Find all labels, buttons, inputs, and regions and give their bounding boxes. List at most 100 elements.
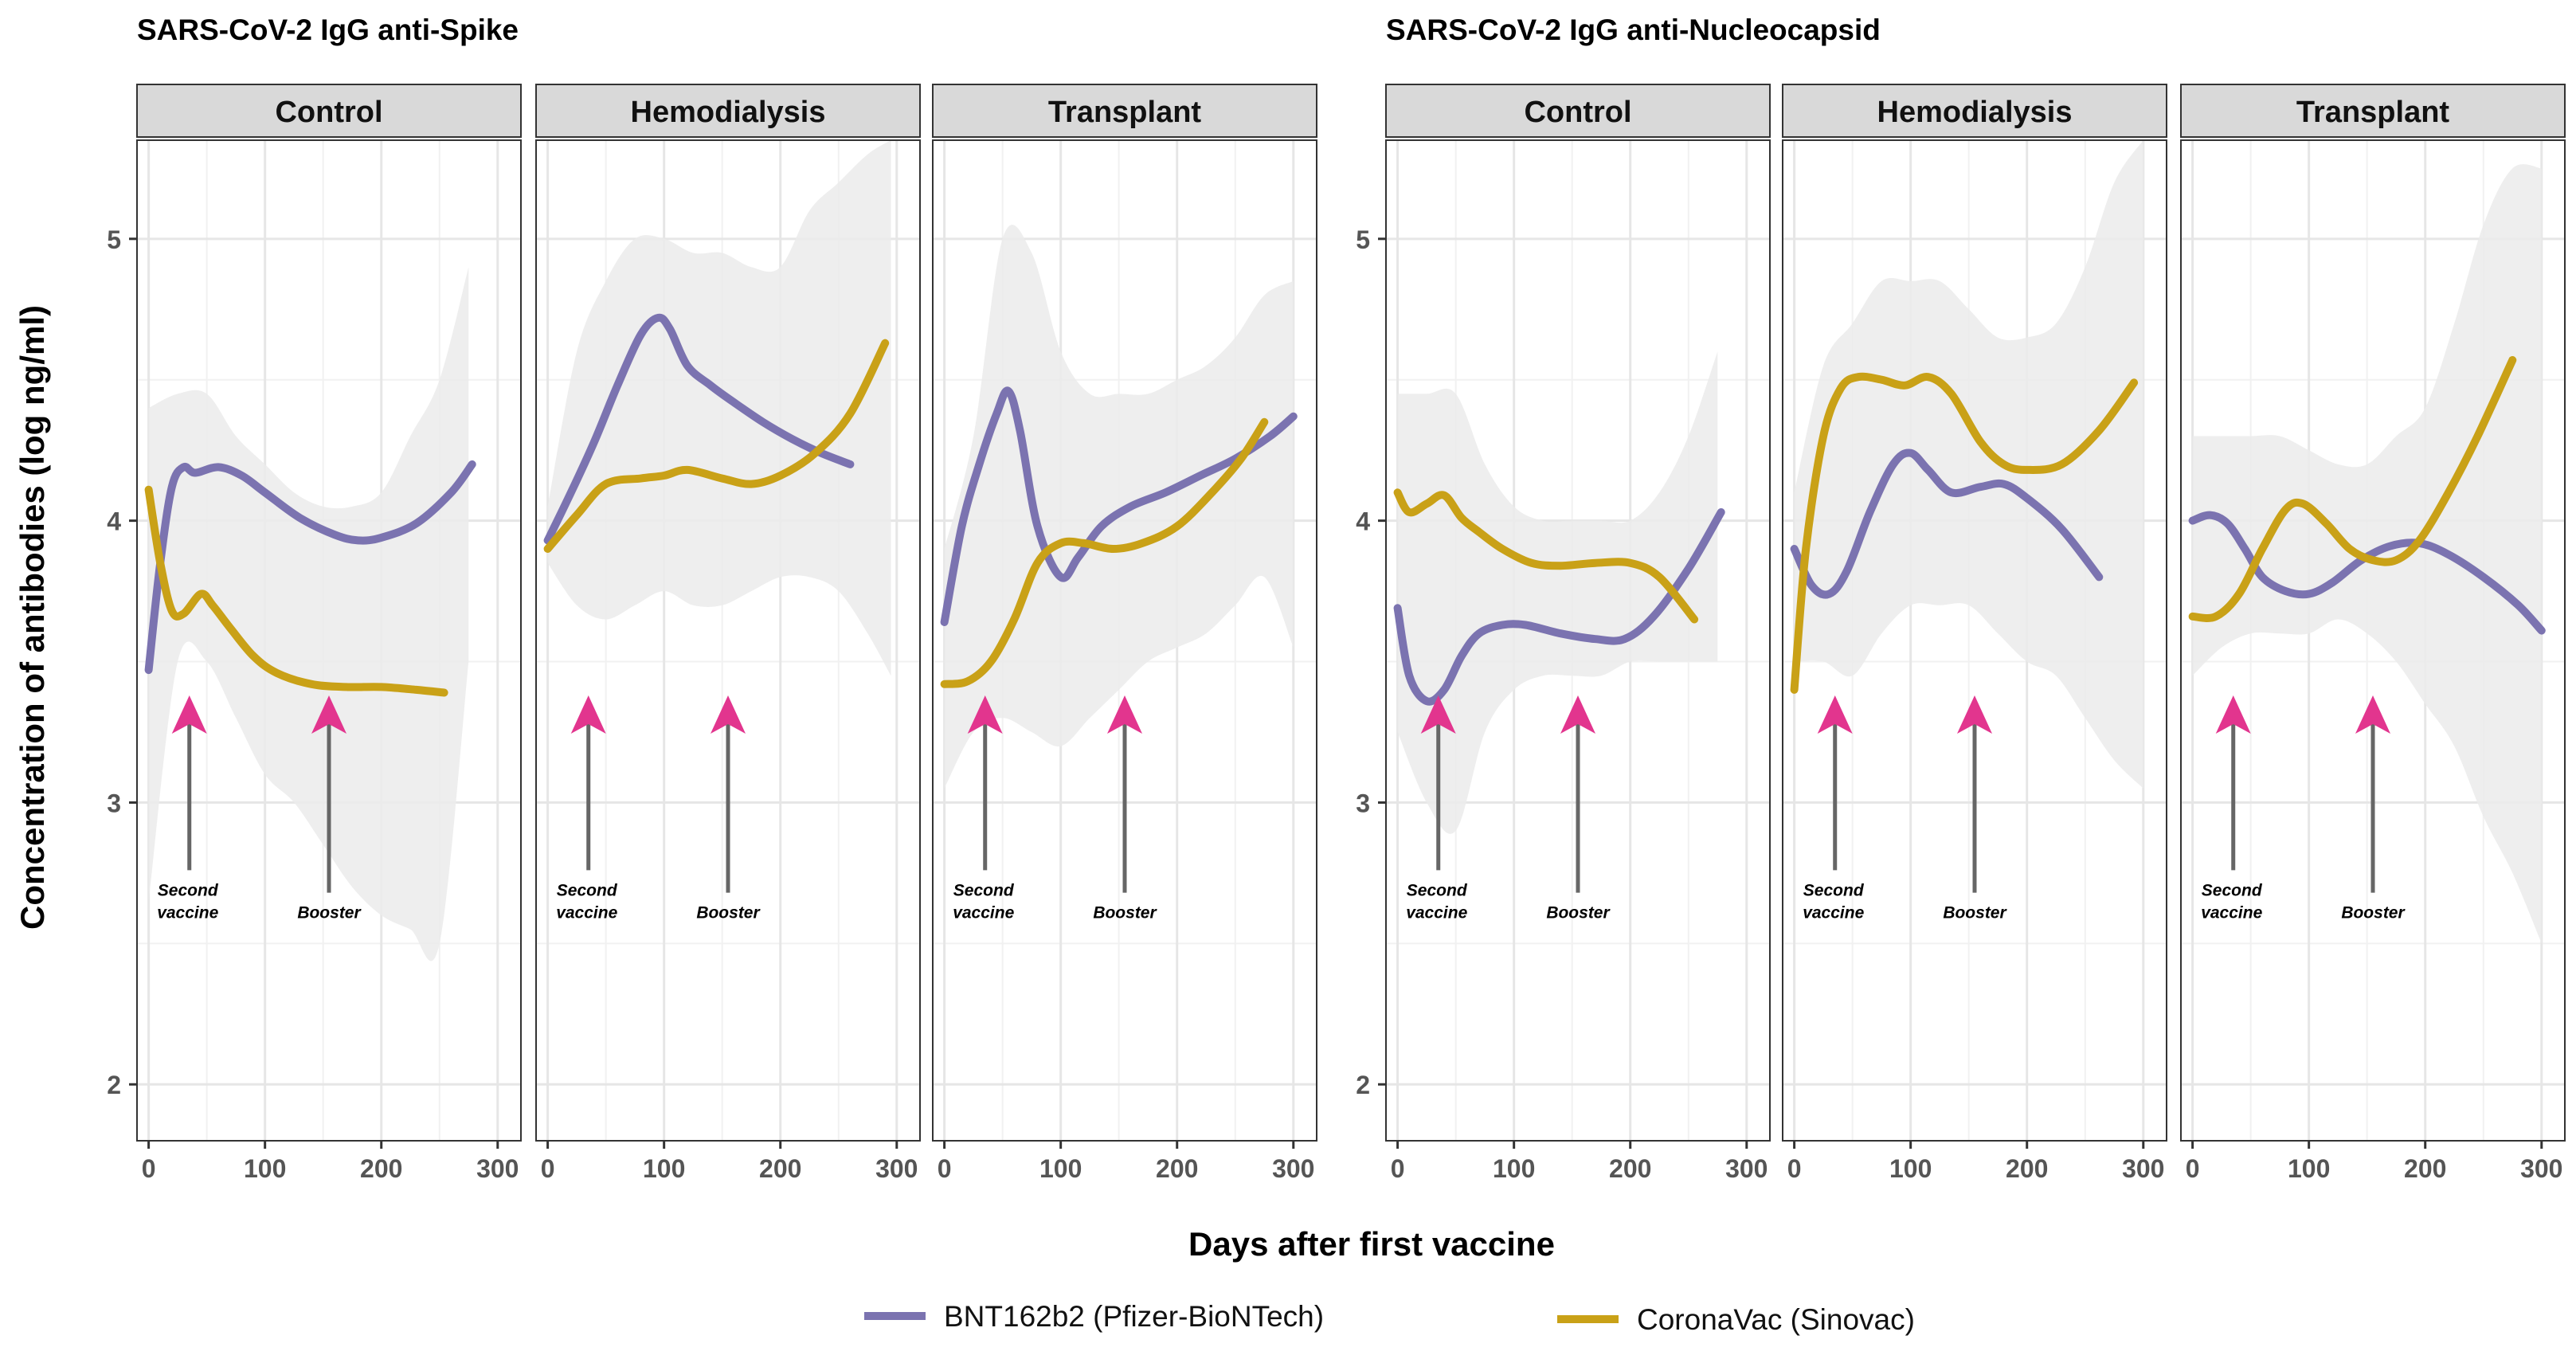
x-tick-label-200-chart0-panel2: 200 xyxy=(1156,1154,1198,1183)
annotation-0-line2-chart0-panel2: vaccine xyxy=(953,903,1014,922)
x-tick-label-100-chart1-panel1: 100 xyxy=(1889,1154,1932,1183)
annotation-1-line1-chart0-panel1: Booster xyxy=(696,904,761,922)
x-tick-label-100-chart0-panel2: 100 xyxy=(1039,1154,1082,1183)
y-tick-label-2-chart0-panel0: 2 xyxy=(107,1071,121,1099)
strip-chart0-panel1 xyxy=(535,84,921,138)
panel-chart1-panel0: Control Second vaccine Booster 0 100 200 300 2 3 4… xyxy=(1356,84,1771,1183)
nucleocapsid-title: SARS-CoV-2 IgG anti-Nucleocapsid xyxy=(1386,14,1881,46)
x-tick-label-200-chart1-panel2: 200 xyxy=(2404,1154,2446,1183)
panel-border-chart0-panel2 xyxy=(932,139,1317,1142)
x-tick-label-300-chart1-panel0: 300 xyxy=(1725,1154,1768,1183)
panel-border-chart0-panel1 xyxy=(535,139,921,1142)
arrow-head-1-chart0-panel2 xyxy=(1107,695,1142,734)
x-tick-label-300-chart0-panel0: 300 xyxy=(476,1154,519,1183)
y-tick-label-4-chart1-panel0: 4 xyxy=(1356,507,1370,536)
x-tick-label-0-chart1-panel1: 0 xyxy=(1787,1154,1802,1183)
series-line-coronavac-chart1-panel2 xyxy=(2188,356,2517,622)
x-tick-label-100-chart1-panel0: 100 xyxy=(1493,1154,1535,1183)
series-line-coronavac-chart1-panel1 xyxy=(1790,372,2139,694)
x-tick-label-0-chart0-panel1: 0 xyxy=(541,1154,555,1183)
arrow-head-1-chart0-panel1 xyxy=(711,695,746,734)
panel-chart0-panel2: Transplant Second vaccine Booster 0 100 200 300 xyxy=(932,84,1317,1183)
strip-chart0-panel0 xyxy=(136,84,522,138)
strip-label-chart0-panel0: Control xyxy=(275,96,382,129)
y-axis-title: Concentration of antibodies (log ng/ml) xyxy=(14,305,51,930)
arrow-head-0-chart0-panel1 xyxy=(570,695,606,734)
annotation-0-line1-chart0-panel0: Second xyxy=(158,881,219,899)
series-line-bnt162b2-chart1-panel0 xyxy=(1393,508,1725,706)
annotation-1-line1-chart1-panel1: Booster xyxy=(1943,904,2007,922)
x-tick-label-300-chart0-panel1: 300 xyxy=(875,1154,918,1183)
arrow-head-0-chart1-panel0 xyxy=(1420,695,1456,734)
strip-label-chart1-panel1: Hemodialysis xyxy=(1877,96,2073,129)
series-line-bnt162b2-chart1-panel2 xyxy=(2188,511,2546,635)
confidence-band-chart0-panel2 xyxy=(944,225,1294,789)
confidence-band-chart1-panel0 xyxy=(1397,351,1718,834)
arrow-head-0-chart0-panel2 xyxy=(967,695,1003,734)
x-tick-label-0-chart0-panel0: 0 xyxy=(142,1154,156,1183)
annotation-1-line1-chart1-panel0: Booster xyxy=(1546,904,1611,922)
strip-chart0-panel2 xyxy=(932,84,1317,138)
series-line-bnt162b2-chart1-panel1 xyxy=(1790,448,2104,599)
annotation-0-line2-chart0-panel1: vaccine xyxy=(556,903,617,922)
x-tick-label-200-chart0-panel0: 200 xyxy=(360,1154,402,1183)
annotation-0-line1-chart0-panel2: Second xyxy=(953,881,1015,899)
annotation-0-line1-chart1-panel2: Second xyxy=(2202,881,2263,899)
series-line-coronavac-chart0-panel1 xyxy=(543,339,890,553)
confidence-band-chart0-panel1 xyxy=(547,140,891,676)
x-tick-label-200-chart0-panel1: 200 xyxy=(759,1154,801,1183)
x-tick-label-300-chart1-panel2: 300 xyxy=(2520,1154,2562,1183)
arrow-head-0-chart0-panel0 xyxy=(171,695,207,734)
arrow-head-1-chart1-panel1 xyxy=(1957,695,1992,734)
panel-border-chart1-panel1 xyxy=(1782,139,2167,1142)
spike-title: SARS-CoV-2 IgG anti-Spike xyxy=(137,14,519,46)
x-tick-label-0-chart1-panel2: 0 xyxy=(2186,1154,2200,1183)
annotation-0-line2-chart1-panel0: vaccine xyxy=(1406,903,1467,922)
x-tick-label-0-chart0-panel2: 0 xyxy=(938,1154,952,1183)
legend-label-bnt162b2: BNT162b2 (Pfizer-BioNTech) xyxy=(944,1300,1324,1333)
legend: BNT162b2 (Pfizer-BioNTech) CoronaVac (Si… xyxy=(864,1300,1915,1336)
x-axis-title: Days after first vaccine xyxy=(1188,1225,1555,1263)
x-tick-label-200-chart1-panel0: 200 xyxy=(1609,1154,1651,1183)
strip-label-chart1-panel2: Transplant xyxy=(2296,96,2449,129)
strip-chart1-panel1 xyxy=(1782,84,2167,138)
y-tick-label-3-chart1-panel0: 3 xyxy=(1356,789,1370,817)
confidence-band-chart1-panel1 xyxy=(1794,140,2143,789)
series-line-bnt162b2-chart0-panel2 xyxy=(940,386,1298,626)
legend-label-coronavac: CoronaVac (Sinovac) xyxy=(1637,1303,1915,1336)
x-tick-label-100-chart1-panel2: 100 xyxy=(2288,1154,2330,1183)
panel-border-chart1-panel2 xyxy=(2180,139,2566,1142)
annotation-0-line1-chart0-panel1: Second xyxy=(557,881,618,899)
arrow-head-1-chart1-panel0 xyxy=(1560,695,1595,734)
annotation-0-line2-chart1-panel2: vaccine xyxy=(2201,903,2262,922)
panel-chart1-panel2: Transplant Second vaccine Booster 0 100 200 300 xyxy=(2180,84,2566,1183)
x-tick-label-100-chart0-panel0: 100 xyxy=(244,1154,286,1183)
series-line-bnt162b2-chart0-panel0 xyxy=(144,460,476,675)
strip-chart1-panel2 xyxy=(2180,84,2566,138)
annotation-1-line1-chart1-panel2: Booster xyxy=(2341,904,2406,922)
x-tick-label-300-chart0-panel2: 300 xyxy=(1272,1154,1314,1183)
strip-label-chart0-panel1: Hemodialysis xyxy=(631,96,826,129)
annotation-0-line2-chart1-panel1: vaccine xyxy=(1803,903,1864,922)
strip-label-chart0-panel2: Transplant xyxy=(1048,96,1201,129)
annotation-0-line1-chart1-panel1: Second xyxy=(1803,881,1865,899)
series-line-coronavac-chart0-panel2 xyxy=(940,417,1269,688)
panel-chart0-panel0: Control Second vaccine Booster 0 100 200 300 2 3 4… xyxy=(107,84,522,1183)
arrow-head-1-chart1-panel2 xyxy=(2355,695,2390,734)
strip-label-chart1-panel0: Control xyxy=(1524,96,1631,129)
panel-chart0-panel1: Hemodialysis Second vaccine Booster 0 100 200 3… xyxy=(535,84,921,1183)
annotation-1-line1-chart0-panel0: Booster xyxy=(297,904,362,922)
y-tick-label-5-chart1-panel0: 5 xyxy=(1356,225,1370,254)
y-tick-label-5-chart0-panel0: 5 xyxy=(107,225,121,254)
x-tick-label-200-chart1-panel1: 200 xyxy=(2006,1154,2048,1183)
y-tick-label-3-chart0-panel0: 3 xyxy=(107,789,121,817)
strip-chart1-panel0 xyxy=(1385,84,1771,138)
x-tick-label-300-chart1-panel1: 300 xyxy=(2122,1154,2164,1183)
annotation-0-line2-chart0-panel0: vaccine xyxy=(157,903,218,922)
annotation-1-line1-chart0-panel2: Booster xyxy=(1093,904,1157,922)
series-line-coronavac-chart0-panel0 xyxy=(144,485,448,697)
arrow-head-0-chart1-panel1 xyxy=(1817,695,1853,734)
x-tick-label-0-chart1-panel0: 0 xyxy=(1391,1154,1405,1183)
